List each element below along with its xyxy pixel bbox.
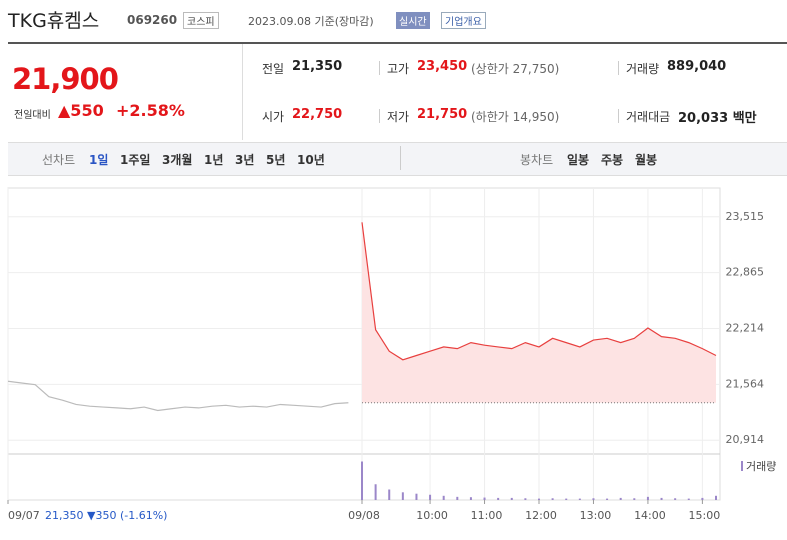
stat-note: (상한가 27,750) xyxy=(471,62,560,76)
volume-bar xyxy=(619,497,622,500)
volume-bar xyxy=(415,493,418,500)
x-tick-label: 11:00 xyxy=(471,509,503,522)
tab[interactable]: 5년 xyxy=(266,153,286,167)
stat-value: 20,033 백만 xyxy=(678,111,757,126)
tab[interactable]: 주봉 xyxy=(601,153,624,167)
y-tick-label: 21,564 xyxy=(726,377,765,390)
tab[interactable]: 10년 xyxy=(297,153,325,167)
legend-label: 거래량 xyxy=(746,460,776,473)
tab[interactable]: 월봉 xyxy=(635,153,658,167)
volume-bar xyxy=(524,498,527,500)
divider xyxy=(242,44,243,140)
y-tick-label: 23,515 xyxy=(726,210,765,223)
prev-change: ▼350 xyxy=(87,509,117,522)
volume-bar xyxy=(565,498,568,500)
stock-name: TKG휴켐스 xyxy=(8,10,100,32)
stat-label: 저가 xyxy=(387,110,410,124)
x-tick-label: 12:00 xyxy=(525,509,557,522)
y-tick-label: 22,865 xyxy=(726,266,765,279)
volume-bar xyxy=(606,498,609,500)
x-tick-label: 14:00 xyxy=(634,509,666,522)
prev-price: 21,350 xyxy=(45,509,84,522)
volume-bar xyxy=(469,497,472,500)
tab[interactable]: 1일 xyxy=(89,153,109,167)
volume-bar xyxy=(660,497,663,500)
volume-bar xyxy=(388,489,391,500)
legend-swatch xyxy=(741,461,743,471)
x-tick-label: 10:00 xyxy=(416,509,448,522)
volume-bar xyxy=(633,498,636,500)
tab-label: 선차트 xyxy=(42,153,76,167)
x-tick-label: 13:00 xyxy=(580,509,612,522)
tab[interactable]: 1년 xyxy=(204,153,224,167)
stat-label: 거래량 xyxy=(626,62,660,76)
change-rate: +2.58% xyxy=(116,101,185,120)
volume-bar xyxy=(483,497,486,500)
volume-bar xyxy=(592,498,595,500)
volume-bar xyxy=(456,496,459,500)
y-tick-label: 20,914 xyxy=(726,433,765,446)
y-tick-label: 22,214 xyxy=(726,322,765,335)
stat-value: 21,350 xyxy=(292,59,343,74)
tab[interactable]: 1주일 xyxy=(120,153,151,167)
price-line xyxy=(7,380,349,412)
stat-value: 889,040 xyxy=(667,59,727,74)
stock-code: 069260 xyxy=(127,13,178,27)
divider xyxy=(379,109,380,123)
volume-bar xyxy=(687,498,690,500)
volume-bar xyxy=(578,498,581,500)
volume-bar xyxy=(510,497,513,500)
realtime-button[interactable]: 실시간 xyxy=(396,12,430,29)
tab[interactable]: 3년 xyxy=(235,153,255,167)
volume-bar xyxy=(401,492,404,500)
stat-value: 23,450 xyxy=(417,59,468,74)
market-badge: 코스피 xyxy=(183,12,219,29)
volume-bar xyxy=(429,494,432,500)
current-price: 21,900 xyxy=(12,62,119,96)
volume-bar xyxy=(551,498,554,500)
divider xyxy=(618,109,619,123)
stat-note: (하한가 14,950) xyxy=(471,110,560,124)
footer-prev: 21,350 ▼350 (-1.61%) xyxy=(45,509,167,522)
chart: 20,914 21,564 22,214 22,865 23,515 09/07 09/08… xyxy=(7,187,776,522)
divider xyxy=(379,61,380,75)
volume-bar xyxy=(674,498,677,500)
volume-bar xyxy=(361,461,363,500)
overview-button[interactable]: 기업개요 xyxy=(441,12,486,29)
stat-value: 21,750 xyxy=(417,107,468,122)
divider xyxy=(8,42,787,44)
x-tick-label: 09/07 xyxy=(8,509,40,522)
change: ▲550 xyxy=(58,101,104,120)
x-tick-label: 15:00 xyxy=(689,509,721,522)
volume-bar xyxy=(442,495,445,500)
divider xyxy=(618,61,619,75)
stat-label: 시가 xyxy=(262,110,285,124)
change-label: 전일대비 xyxy=(14,110,51,121)
tab-label: 봉차트 xyxy=(520,153,554,167)
tab[interactable]: 일봉 xyxy=(567,153,590,167)
tab[interactable]: 3개월 xyxy=(162,153,193,167)
volume-bar xyxy=(701,497,704,500)
volume-bar xyxy=(646,496,649,500)
date: 2023.09.08 기준(장마감) xyxy=(248,15,374,28)
area-fill xyxy=(362,222,716,403)
prev-rate: (-1.61%) xyxy=(119,509,168,522)
stat-label: 전일 xyxy=(262,62,285,76)
stat-label: 거래대금 xyxy=(626,110,671,124)
stat-value: 22,750 xyxy=(292,107,343,122)
volume-bar xyxy=(715,495,717,500)
volume-bar xyxy=(374,484,377,500)
x-tick-label: 09/08 xyxy=(348,509,380,522)
volume-bar xyxy=(497,497,500,500)
price-line xyxy=(361,222,717,361)
volume-bar xyxy=(538,498,540,500)
divider xyxy=(400,146,401,170)
tab-bar xyxy=(8,142,787,176)
stat-label: 고가 xyxy=(387,62,410,76)
